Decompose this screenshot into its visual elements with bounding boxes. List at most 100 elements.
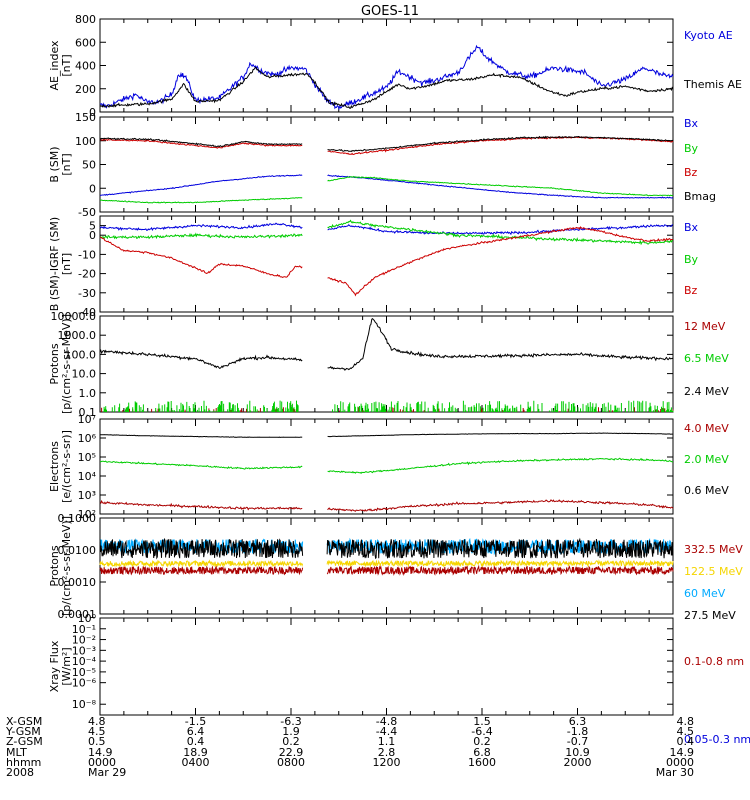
y-axis-label: [nT]: [60, 253, 73, 275]
y-tick-label: 10000.0: [51, 310, 97, 323]
ephemeris-value: -0.7: [567, 735, 588, 748]
series-line: [99, 135, 674, 153]
y-tick-label: 100: [75, 135, 96, 148]
ephemeris-value: -4.8: [376, 715, 397, 728]
y-tick-label: 200: [75, 83, 96, 96]
legend-entry: 122.5 MeV: [684, 565, 743, 578]
y-tick-label: 0: [89, 229, 96, 242]
y-tick-label: 0.0001: [58, 608, 97, 621]
y-axis-label: [p/(cm²-s-sr-MeV)]: [60, 314, 73, 414]
panel-frame: [99, 315, 674, 413]
series-2-0-mev: [100, 457, 674, 475]
ephemeris-value: 1.1: [378, 735, 396, 748]
ephemeris-value: 1200: [373, 756, 401, 769]
ephemeris-value: 6.8: [473, 746, 491, 759]
series-12-mev: [101, 407, 674, 412]
series-line: [99, 564, 674, 576]
ephemeris-value: 0.2: [282, 735, 300, 748]
ephemeris-value: 10.9: [565, 746, 590, 759]
series-0-6-mev: [100, 432, 673, 439]
y-tick-label: 1000.0: [58, 329, 97, 342]
ephemeris-value: 2.8: [378, 746, 396, 759]
series-by: [100, 175, 674, 204]
legend-entry: 60 MeV: [684, 587, 726, 600]
panel-ae: 0 200 400 600 800 AE_index [nT] Kyoto AE Themis …: [48, 13, 742, 119]
y-axis-label: B (SM)-IGRF (SM): [48, 217, 61, 311]
y-axis-label: [e/(cm²-s-sr)]: [60, 430, 73, 503]
legend-entry: 332.5 MeV: [684, 543, 743, 556]
legend-entry: 0.6 MeV: [684, 484, 729, 497]
y-tick-label: 0.1: [79, 406, 97, 419]
ephemeris-row-label: MLT: [6, 746, 27, 759]
panel-bsm: -50 0 50 100 150 B (SM) [nT] Bx By Bz Bmag: [48, 111, 716, 219]
y-tick-label: 0: [89, 106, 96, 119]
y-axis-label: Xray Flux: [48, 640, 61, 692]
y-axis-label: [nT]: [60, 153, 73, 175]
y-tick-label: 50: [82, 159, 96, 172]
ephemeris-value: 0400: [182, 756, 210, 769]
ephemeris-row-label: X-GSM: [6, 715, 42, 728]
ephemeris-value: 2000: [564, 756, 592, 769]
series-line: [99, 219, 674, 246]
ephemeris-value: 14.9: [88, 746, 113, 759]
y-tick-label: 10⁻⁶: [72, 677, 97, 690]
series-line: [99, 318, 674, 371]
y-tick-label: 10⁻²: [72, 634, 96, 647]
series-line: [99, 222, 674, 236]
ephemeris-value: 4.8: [677, 715, 695, 728]
series-line: [99, 499, 674, 512]
ephemeris-table: X-GSMY-GSMZ-GSMMLThhmm20084.84.50.514.90…: [5, 715, 694, 779]
y-tick-label: 150: [75, 111, 96, 124]
ephemeris-value: -1.5: [185, 715, 206, 728]
legend-entry: 12 MeV: [684, 320, 726, 333]
y-axis-label: Protons: [48, 343, 61, 384]
series-332-5-mev: [99, 564, 674, 576]
series-4-0-mev: [99, 499, 674, 512]
series-line: [100, 175, 674, 204]
series-bz: [99, 226, 674, 297]
y-tick-label: 10⁶: [78, 432, 97, 445]
ephemeris-row-label: Y-GSM: [5, 725, 41, 738]
ephemeris-value: -6.3: [280, 715, 301, 728]
panel-frame: [99, 617, 674, 716]
ephemeris-value: Mar 29: [88, 766, 126, 779]
ephemeris-row-label: 2008: [6, 766, 34, 779]
ephemeris-value: 18.9: [183, 746, 208, 759]
series-kyoto-ae: [99, 44, 674, 111]
y-tick-label: 10.0: [72, 368, 97, 381]
legend-entry: 0.05-0.3 nm: [684, 733, 750, 746]
series-line: [99, 44, 674, 111]
legend-entry: 2.0 MeV: [684, 453, 729, 466]
y-tick-label: 10⁻³: [72, 644, 96, 657]
y-tick-label: -10: [78, 248, 96, 261]
y-tick-label: 10⁻⁸: [72, 698, 97, 711]
legend-entry: Bx: [684, 117, 699, 130]
panel-frame: [99, 18, 674, 113]
y-tick-label: 5: [89, 220, 96, 233]
y-axis-label: [W/m²]: [60, 647, 73, 685]
ephemeris-value: -4.4: [376, 725, 397, 738]
y-tick-label: 0.0010: [58, 576, 97, 589]
y-tick-label: 100.0: [65, 348, 97, 361]
y-tick-label: 10⁵: [78, 451, 96, 464]
ephemeris-value: 1600: [468, 756, 496, 769]
legend-entry: 0.1-0.8 nm: [684, 655, 744, 668]
ephemeris-value: 4.5: [677, 725, 695, 738]
series-bmag: [99, 135, 674, 153]
ephemeris-row-label: Z-GSM: [6, 735, 43, 748]
ephemeris-value: 0000: [88, 756, 116, 769]
y-tick-label: 10⁻¹: [72, 623, 96, 636]
plot-title: GOES-11: [361, 4, 419, 19]
y-tick-label: 1.0: [79, 387, 97, 400]
y-tick-label: 10⁷: [78, 413, 96, 426]
ephemeris-row-label: hhmm: [6, 756, 41, 769]
series-line: [100, 457, 674, 475]
series-bx: [99, 174, 674, 199]
legend-entry: 27.5 MeV: [684, 609, 736, 622]
ephemeris-value: 14.9: [670, 746, 695, 759]
y-axis-label: [nT]: [60, 54, 73, 76]
ephemeris-value: -6.4: [471, 725, 492, 738]
ephemeris-value: -1.8: [567, 725, 588, 738]
ephemeris-value: 22.9: [279, 746, 304, 759]
